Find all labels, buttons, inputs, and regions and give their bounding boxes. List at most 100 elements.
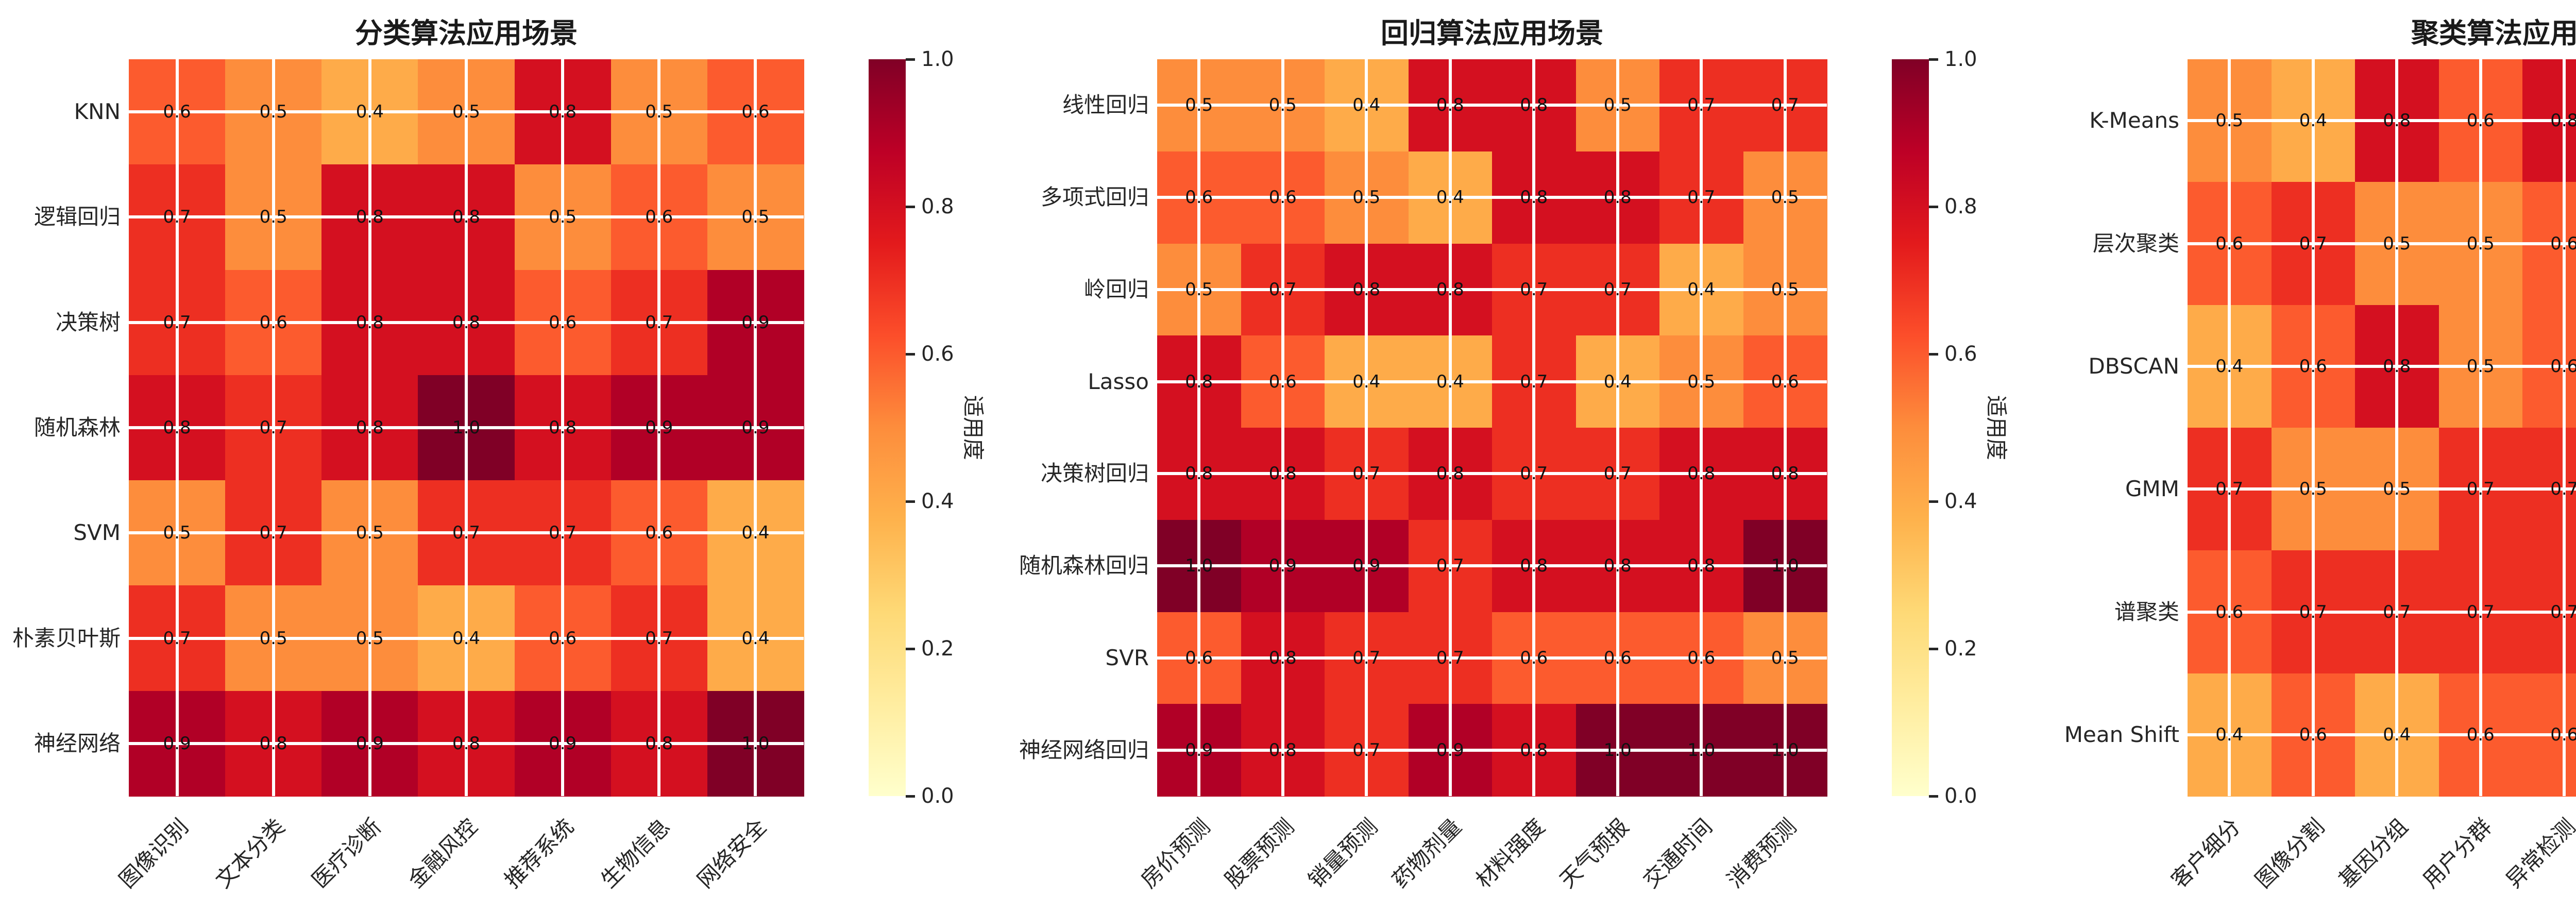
cell-value: 0.8 <box>355 312 384 333</box>
cell-value: 0.8 <box>1268 463 1297 484</box>
grid-hline <box>1157 472 1827 476</box>
cell-value: 0.6 <box>1185 647 1213 668</box>
cell-value: 0.5 <box>2215 110 2244 131</box>
cell-value: 0.6 <box>2215 601 2244 622</box>
colorbar-tick-mark <box>1929 500 1938 503</box>
cell-value: 0.8 <box>1687 463 1716 484</box>
y-tick-label: 随机森林回归 <box>1019 553 1149 579</box>
cell-value: 0.5 <box>1268 95 1297 116</box>
cell-value: 0.6 <box>2550 356 2576 377</box>
cell-value: 0.5 <box>549 207 577 228</box>
cell-value: 0.6 <box>549 628 577 649</box>
cell-value: 0.5 <box>1185 95 1213 116</box>
colorbar-tick-mark <box>906 795 915 798</box>
cell-value: 0.9 <box>1436 739 1464 761</box>
cell-value: 0.7 <box>163 207 191 228</box>
grid-hline <box>1157 104 1827 107</box>
cell-value: 0.4 <box>1687 279 1716 300</box>
cell-value: 0.7 <box>2550 479 2576 500</box>
cell-value: 0.6 <box>549 312 577 333</box>
cell-value: 0.7 <box>1603 463 1632 484</box>
colorbar-tick-mark <box>906 647 915 650</box>
y-tick-label: 线性回归 <box>1062 92 1149 118</box>
cell-value: 0.6 <box>1185 187 1213 208</box>
colorbar-tick-label: 0.8 <box>921 195 954 218</box>
colorbar-tick-mark <box>1929 352 1938 356</box>
colorbar-tick-label: 0.0 <box>1944 784 1977 808</box>
grid-hline <box>129 215 804 219</box>
cell-value: 0.4 <box>1436 187 1464 208</box>
colorbar-tick-mark <box>906 205 915 208</box>
cell-value: 0.8 <box>2550 110 2576 131</box>
cell-value: 0.8 <box>452 733 481 754</box>
colorbar <box>869 59 906 796</box>
cell-value: 0.9 <box>741 312 770 333</box>
x-tick-label: 异常检测 <box>2501 814 2576 893</box>
colorbar-tick-mark <box>1929 58 1938 61</box>
cell-value: 0.8 <box>1603 187 1632 208</box>
grid-hline <box>2188 487 2576 491</box>
y-tick-label: Mean Shift <box>2064 721 2179 747</box>
y-tick-label: KNN <box>74 99 121 125</box>
cell-value: 0.5 <box>1771 187 1799 208</box>
cell-value: 0.7 <box>1352 739 1381 761</box>
cell-value: 0.7 <box>2299 601 2327 622</box>
chart-title: 回归算法应用场景 <box>1381 17 1603 49</box>
cell-value: 0.5 <box>1771 647 1799 668</box>
cell-value: 0.4 <box>741 628 770 649</box>
cell-value: 0.5 <box>355 628 384 649</box>
grid-hline <box>2188 610 2576 614</box>
cell-value: 0.8 <box>1520 187 1548 208</box>
cell-value: 0.6 <box>1687 647 1716 668</box>
y-tick-label: 决策树回归 <box>1040 461 1149 486</box>
cell-value: 0.6 <box>2466 110 2495 131</box>
cell-value: 0.4 <box>1352 371 1381 392</box>
cell-value: 0.4 <box>452 628 481 649</box>
cell-value: 0.7 <box>163 628 191 649</box>
y-tick-label: Lasso <box>1088 368 1149 394</box>
cell-value: 0.5 <box>2383 233 2411 254</box>
cell-value: 0.8 <box>1436 279 1464 300</box>
cell-value: 0.7 <box>259 522 287 544</box>
grid-vline <box>1700 59 1703 796</box>
cell-value: 0.6 <box>645 522 673 544</box>
x-tick-label: 客户细分 <box>2166 814 2246 893</box>
grid-hline <box>129 741 804 745</box>
cell-value: 0.8 <box>1436 95 1464 116</box>
cell-value: 0.5 <box>1185 279 1213 300</box>
cell-value: 0.6 <box>2550 233 2576 254</box>
colorbar-tick-label: 0.4 <box>921 490 954 513</box>
cell-value: 0.7 <box>1520 463 1548 484</box>
grid-hline <box>1157 656 1827 660</box>
cell-value: 0.5 <box>1352 187 1381 208</box>
cell-value: 0.5 <box>2466 356 2495 377</box>
cell-value: 0.7 <box>1687 95 1716 116</box>
cell-value: 0.8 <box>452 312 481 333</box>
colorbar-tick-mark <box>906 500 915 503</box>
cell-value: 0.7 <box>2215 479 2244 500</box>
cell-value: 0.4 <box>355 102 384 123</box>
cell-value: 0.8 <box>2383 356 2411 377</box>
cell-value: 0.6 <box>259 312 287 333</box>
colorbar-tick-label: 0.2 <box>921 637 954 661</box>
chart-title: 聚类算法应用场景 <box>2411 17 2576 49</box>
grid-hline <box>1157 288 1827 291</box>
grid-vline <box>1197 59 1201 796</box>
grid-vline <box>1448 59 1452 796</box>
y-tick-label: 逻辑回归 <box>33 204 121 230</box>
cell-value: 0.6 <box>2215 233 2244 254</box>
cell-value: 0.9 <box>741 417 770 438</box>
y-tick-label: 神经网络 <box>33 730 121 756</box>
cell-value: 0.7 <box>549 522 577 544</box>
cell-value: 0.7 <box>1352 647 1381 668</box>
cell-value: 0.8 <box>1352 279 1381 300</box>
y-tick-label: 岭回归 <box>1083 276 1149 302</box>
cell-value: 0.4 <box>1603 371 1632 392</box>
x-tick-label: 用户分群 <box>2417 814 2497 893</box>
cell-value: 0.7 <box>2550 601 2576 622</box>
cell-value: 1.0 <box>1185 555 1213 577</box>
grid-vline <box>2479 59 2482 796</box>
cell-value: 0.8 <box>2383 110 2411 131</box>
